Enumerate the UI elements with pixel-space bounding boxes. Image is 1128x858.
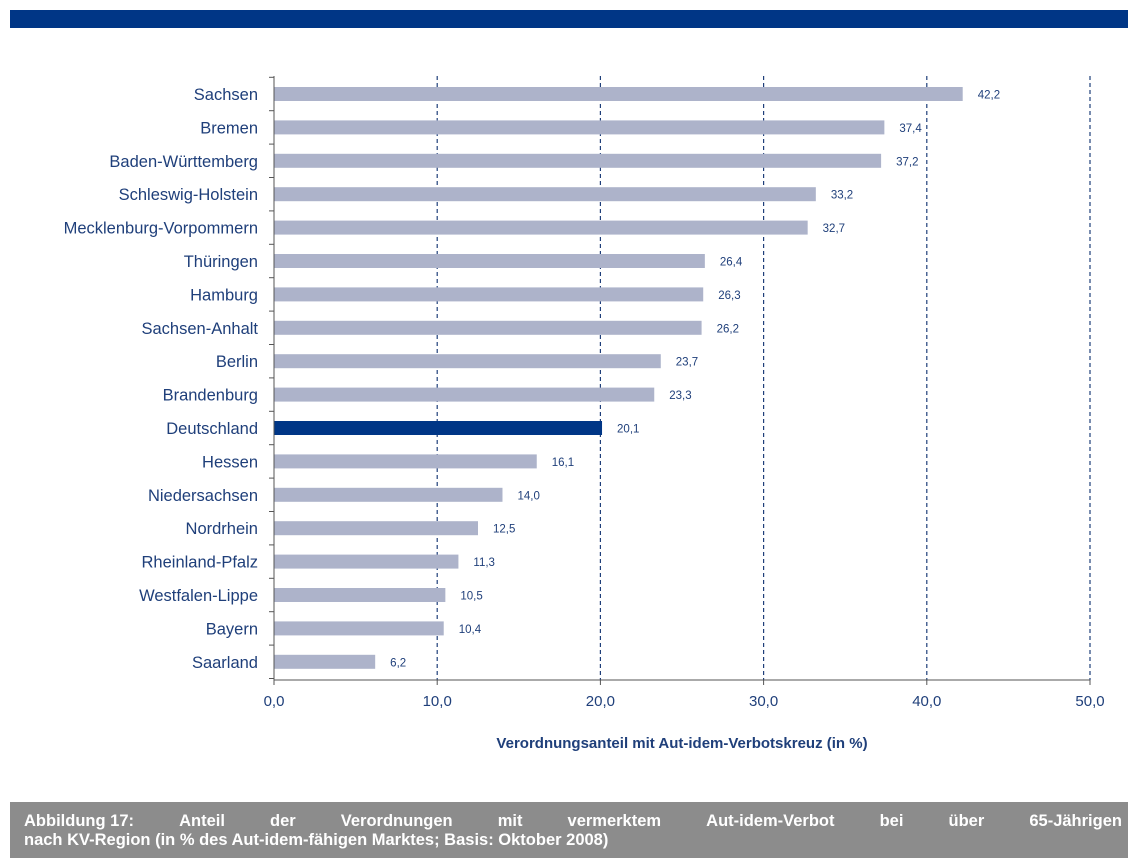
bar <box>274 521 478 536</box>
value-label: 12,5 <box>493 524 515 536</box>
bar <box>274 354 661 369</box>
bar <box>274 654 376 669</box>
value-label: 20,1 <box>617 424 639 436</box>
caption-line-2: nach KV-Region (in % des Aut-idem-fähige… <box>24 831 609 849</box>
caption-word: Anteil <box>179 812 225 830</box>
bar <box>274 254 705 268</box>
bar <box>274 588 446 602</box>
bar <box>274 621 444 636</box>
top-banner <box>10 10 1128 28</box>
value-label: 33,2 <box>831 190 853 202</box>
caption-word: mit <box>497 812 523 830</box>
bar <box>274 187 816 202</box>
bar <box>274 454 537 469</box>
value-label: 11,3 <box>473 557 495 569</box>
category-label: Sachsen <box>194 86 258 104</box>
category-label: Mecklenburg-Vorpommern <box>64 220 258 238</box>
value-label: 26,4 <box>720 257 743 269</box>
caption-word: 65-Jährigen <box>1029 812 1122 830</box>
x-tick-label: 40,0 <box>912 693 941 710</box>
value-label: 42,2 <box>978 90 1000 102</box>
category-label: Brandenburg <box>163 387 258 405</box>
labels: 0,0 10,0 20,0 30,0 40,0 50,0 Sachsen 42,2 Bremen… <box>64 86 1105 710</box>
value-label: 32,7 <box>823 223 845 235</box>
x-tick-label: 0,0 <box>264 693 285 710</box>
x-tick-label: 20,0 <box>586 693 615 710</box>
figure-caption: Abbildung 17: Anteil der Verordnungen mi… <box>10 802 1128 858</box>
value-label: 23,3 <box>669 390 691 402</box>
caption-word: über <box>948 812 985 830</box>
category-label: Nordrhein <box>186 520 258 538</box>
bar <box>274 220 808 235</box>
bar <box>274 287 704 302</box>
value-label: 26,2 <box>717 323 739 335</box>
bar <box>274 387 655 402</box>
caption-word: vermerktem <box>567 812 662 830</box>
caption-word: bei <box>879 812 904 830</box>
category-label: Saarland <box>192 654 258 672</box>
category-label: Sachsen-Anhalt <box>142 320 259 338</box>
bars <box>274 87 963 669</box>
bar-highlight <box>274 421 603 435</box>
gridlines <box>436 76 1091 680</box>
category-label: Thüringen <box>184 253 258 271</box>
category-label: Deutschland <box>166 420 258 438</box>
category-label: Baden-Württemberg <box>109 153 258 171</box>
category-label: Hessen <box>202 453 258 471</box>
caption-word: Verordnungen <box>340 812 453 830</box>
category-label: Niedersachsen <box>148 487 258 505</box>
x-tick-label: 30,0 <box>749 693 778 710</box>
x-tick-label: 10,0 <box>423 693 452 710</box>
bar <box>274 120 885 135</box>
caption-line-1: Abbildung 17: Anteil der Verordnungen mi… <box>24 812 1122 831</box>
category-label: Bremen <box>200 119 258 137</box>
bar <box>274 554 459 569</box>
axes <box>269 76 1091 685</box>
category-label: Westfalen-Lippe <box>139 587 258 605</box>
value-label: 37,4 <box>899 123 922 135</box>
x-tick-label: 50,0 <box>1075 693 1104 710</box>
value-label: 10,4 <box>459 624 482 636</box>
bar <box>274 487 503 502</box>
caption-label: Abbildung 17: <box>24 812 134 830</box>
category-label: Berlin <box>216 353 258 371</box>
value-label: 6,2 <box>390 657 406 669</box>
bar <box>274 87 963 101</box>
value-label: 10,5 <box>460 591 482 603</box>
value-label: 23,7 <box>676 357 698 369</box>
value-label: 16,1 <box>552 457 574 469</box>
bar <box>274 320 702 335</box>
value-label: 14,0 <box>517 490 539 502</box>
caption-word: Aut-idem-Verbot <box>706 812 835 830</box>
bar-chart: 0,0 10,0 20,0 30,0 40,0 50,0 Sachsen 42,2 Bremen… <box>64 76 1105 752</box>
bar <box>274 153 882 168</box>
category-label: Rheinland-Pfalz <box>142 554 258 572</box>
category-label: Schleswig-Holstein <box>119 186 258 204</box>
category-label: Hamburg <box>190 286 258 304</box>
x-axis-title: Verordnungsanteil mit Aut-idem-Verbotskr… <box>496 735 867 752</box>
value-label: 37,2 <box>896 156 918 168</box>
value-label: 26,3 <box>718 290 740 302</box>
category-label: Bayern <box>206 620 258 638</box>
caption-word: der <box>270 812 296 830</box>
